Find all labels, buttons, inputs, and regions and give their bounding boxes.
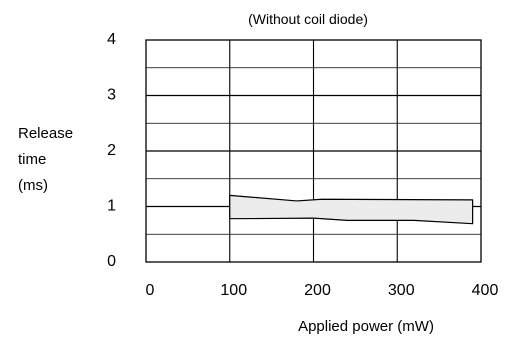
chart-title: (Without coil diode) xyxy=(248,11,368,27)
y-tick-label-3: 3 xyxy=(107,87,116,104)
x-tick-label-200: 200 xyxy=(304,282,331,299)
y-axis-label-line-2: time xyxy=(18,151,46,168)
x-tick-labels: 0 100 200 300 400 xyxy=(146,282,499,299)
release-time-band-layer xyxy=(229,194,474,225)
y-axis-label-line-3: (ms) xyxy=(18,177,48,194)
y-axis-label-line-1: Release xyxy=(18,125,73,142)
plot-frame xyxy=(145,39,482,263)
y-tick-label-2: 2 xyxy=(107,142,116,159)
y-tick-label-0: 0 xyxy=(107,253,116,270)
x-tick-label-400: 400 xyxy=(472,282,499,299)
x-tick-label-300: 300 xyxy=(388,282,415,299)
y-tick-labels: 0 1 2 3 4 xyxy=(107,31,116,270)
x-tick-label-0: 0 xyxy=(146,282,155,299)
x-axis-label: Applied power (mW) xyxy=(298,318,434,335)
grid-lines xyxy=(146,40,481,262)
y-tick-label-1: 1 xyxy=(107,198,116,215)
y-tick-label-4: 4 xyxy=(107,31,116,48)
release-time-band xyxy=(229,194,474,225)
x-tick-label-100: 100 xyxy=(220,282,247,299)
